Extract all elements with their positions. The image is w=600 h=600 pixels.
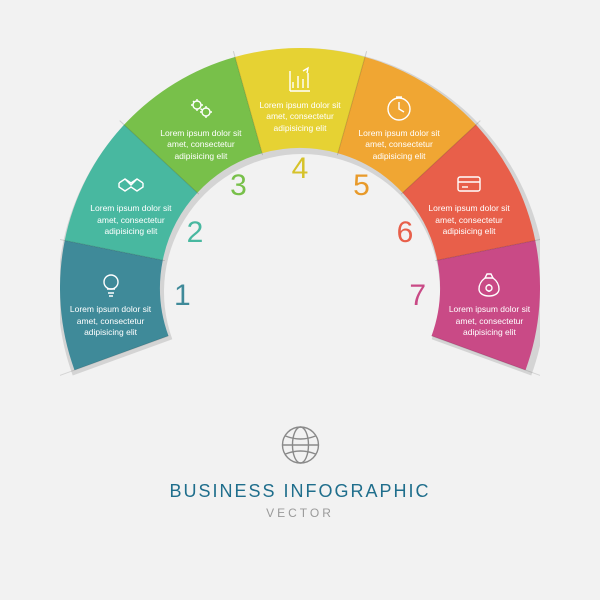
segment-number-7: 7 [404,279,432,313]
infographic-canvas: Lorem ipsum dolor sit amet, consectetur … [0,0,600,600]
globe-icon [279,424,321,466]
infographic-title: BUSINESS INFOGRAPHIC [169,481,430,502]
segment-number-3: 3 [224,169,252,203]
segment-number-4: 4 [286,152,314,186]
segment-number-5: 5 [348,169,376,203]
segment-7 [432,240,540,370]
center-title-block: BUSINESS INFOGRAPHIC VECTOR [169,424,430,520]
segment-number-6: 6 [391,216,419,250]
segment-number-1: 1 [168,279,196,313]
segment-1 [60,240,168,370]
infographic-subtitle: VECTOR [169,506,430,520]
segment-number-2: 2 [181,216,209,250]
